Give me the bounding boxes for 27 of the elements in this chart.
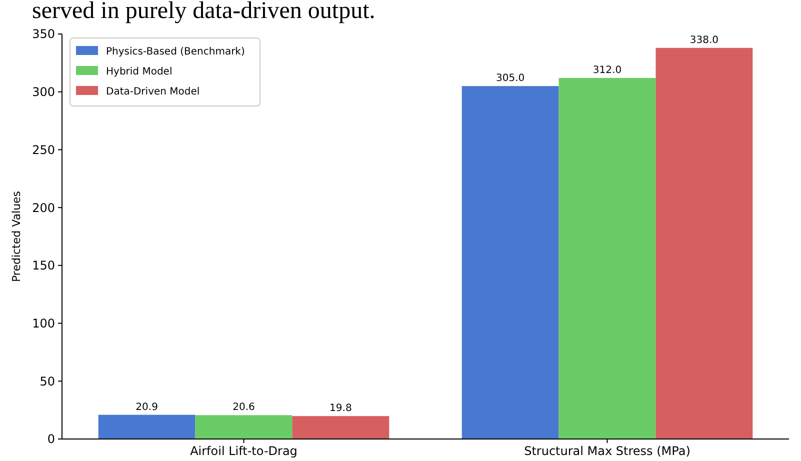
y-tick-label: 300 [32, 85, 55, 100]
bar [292, 416, 390, 439]
y-tick-label: 200 [32, 200, 55, 215]
data-label: 305.0 [496, 73, 525, 84]
y-tick-label: 0 [47, 432, 55, 446]
y-axis-title: Predicted Values [10, 190, 23, 282]
legend-label: Data-Driven Model [106, 86, 200, 98]
text: served in purely data-driven output. [32, 0, 376, 24]
bar [98, 414, 196, 439]
bar [558, 78, 656, 439]
x-tick-label: Structural Max Stress (MPa) [524, 444, 690, 458]
bar [656, 48, 753, 439]
bar [195, 415, 292, 439]
bar [462, 86, 559, 439]
y-tick-label: 150 [32, 258, 55, 273]
data-label: 19.8 [330, 403, 352, 414]
legend-label: Physics-Based (Benchmark) [106, 46, 245, 58]
data-label: 20.6 [232, 402, 255, 414]
data-label: 338.0 [690, 34, 719, 46]
y-tick-label: 50 [40, 374, 55, 388]
legend-label: Hybrid Model [106, 66, 172, 78]
y-tick-label: 350 [32, 27, 55, 42]
y-tick-label: 100 [32, 316, 55, 330]
data-label: 20.9 [136, 402, 158, 413]
x-tick-label: Airfoil Lift-to-Drag [190, 444, 298, 458]
y-tick-label: 250 [32, 142, 55, 157]
data-label: 312.0 [592, 64, 622, 76]
